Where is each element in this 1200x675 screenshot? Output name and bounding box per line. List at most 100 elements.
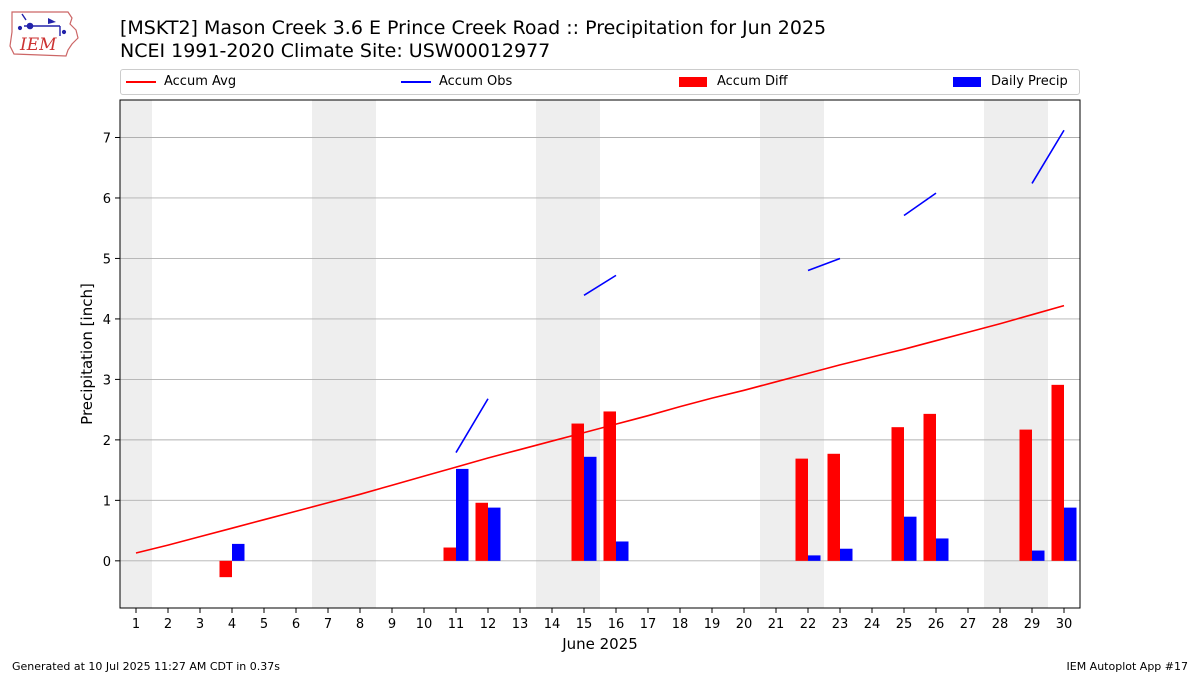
weekend-band	[312, 100, 376, 608]
x-tick-label: 9	[388, 617, 396, 632]
daily-precip-bar	[1032, 550, 1045, 561]
accum-obs-segment	[903, 192, 937, 217]
x-tick-label: 22	[800, 617, 817, 632]
x-tick-label: 28	[992, 617, 1009, 632]
accum-diff-bar	[827, 453, 840, 561]
x-tick-label: 20	[736, 617, 753, 632]
x-axis-label: June 2025	[561, 635, 638, 653]
logo-text: IEM	[19, 35, 57, 55]
accum-diff-bar	[1019, 429, 1032, 561]
legend-label-accum-diff: Accum Diff	[717, 74, 788, 89]
daily-precip-bar	[936, 538, 949, 561]
accum-diff-bar	[219, 560, 232, 578]
accum-avg-line	[135, 304, 1065, 554]
accum-diff-bar	[1051, 384, 1064, 561]
accum-diff-bar	[603, 411, 616, 561]
legend-item-accum-avg: Accum Avg	[126, 73, 236, 91]
x-tick-label: 8	[356, 617, 364, 632]
x-tick-label: 18	[672, 617, 689, 632]
accum-diff-bar	[891, 427, 904, 561]
x-tick-label: 1	[132, 617, 140, 632]
daily-precip-bar	[232, 543, 245, 561]
accum-obs-segment	[1031, 129, 1065, 184]
x-tick-label: 26	[928, 617, 945, 632]
x-tick-label: 30	[1056, 617, 1073, 632]
lines-layer	[135, 129, 1065, 554]
weather-station-icon	[17, 13, 67, 36]
daily-precip-bar	[616, 541, 629, 561]
daily-precip-bar	[488, 507, 501, 561]
daily-precip-bar	[840, 548, 853, 561]
x-tick-label: 6	[292, 617, 300, 632]
accum-obs-segment	[807, 257, 841, 272]
daily-precip-bar	[1064, 507, 1077, 561]
footer-generated: Generated at 10 Jul 2025 11:27 AM CDT in…	[12, 660, 280, 673]
chart-title: [MSKT2] Mason Creek 3.6 E Prince Creek R…	[120, 17, 826, 63]
daily-precip-bar	[808, 555, 821, 561]
accum-diff-bar	[795, 458, 808, 561]
legend-swatch-accum-diff	[679, 76, 707, 87]
x-tick-label: 19	[704, 617, 721, 632]
horizontal-gridlines	[120, 137, 1080, 562]
footer-app: IEM Autoplot App #17	[1066, 660, 1189, 673]
y-tick-label: 6	[103, 192, 111, 207]
x-tick-label: 4	[228, 617, 236, 632]
legend-item-accum-obs: Accum Obs	[401, 73, 512, 91]
iowa-outline-icon	[9, 11, 79, 57]
daily-precip-bar	[456, 468, 469, 561]
y-tick-label: 7	[103, 131, 111, 146]
x-tick-label: 10	[416, 617, 433, 632]
y-tick-label: 1	[103, 494, 111, 509]
x-tick-label: 23	[832, 617, 849, 632]
legend-item-daily-precip: Daily Precip	[953, 73, 1068, 91]
y-tick-label: 0	[103, 555, 111, 570]
x-tick-label: 24	[864, 617, 881, 632]
accum-diff-bar	[923, 413, 936, 561]
accum-diff-bar	[443, 547, 456, 561]
weekend-band	[120, 100, 152, 608]
x-tick-label: 3	[196, 617, 204, 632]
accum-obs-segment	[455, 398, 489, 453]
x-tick-label: 13	[512, 617, 529, 632]
y-tick-label: 3	[103, 373, 111, 388]
legend-item-accum-diff: Accum Diff	[679, 73, 788, 91]
legend-label-accum-avg: Accum Avg	[164, 74, 237, 89]
y-tick-label: 2	[103, 434, 111, 449]
x-tick-label: 29	[1024, 617, 1041, 632]
daily-precip-bar	[904, 516, 917, 561]
y-axis-label: Precipitation [inch]	[78, 283, 96, 425]
x-tick-label: 15	[576, 617, 593, 632]
title-line-1: [MSKT2] Mason Creek 3.6 E Prince Creek R…	[120, 17, 827, 39]
x-tick-label: 17	[640, 617, 657, 632]
legend-label-accum-obs: Accum Obs	[439, 74, 513, 89]
accum-diff-bar	[571, 423, 584, 561]
daily-precip-bar	[584, 456, 597, 561]
weekend-band	[760, 100, 824, 608]
x-tick-label: 25	[896, 617, 913, 632]
legend-swatch-accum-avg	[126, 80, 156, 83]
weekend-shading	[120, 100, 1048, 608]
legend-swatch-accum-obs	[401, 80, 431, 83]
accum-obs-segment	[583, 274, 617, 297]
x-tick-label: 12	[480, 617, 497, 632]
legend-label-daily-precip: Daily Precip	[991, 74, 1068, 89]
x-tick-label: 16	[608, 617, 625, 632]
chart-legend: Accum Avg Accum Obs Accum Diff Daily Pre…	[120, 69, 1080, 95]
y-tick-label: 5	[103, 252, 111, 267]
plot-frame	[119, 99, 1081, 609]
title-line-2: NCEI 1991-2020 Climate Site: USW00012977	[120, 40, 551, 62]
x-tick-label: 5	[260, 617, 268, 632]
accum-diff-bar	[475, 502, 488, 561]
x-tick-label: 2	[164, 617, 172, 632]
iem-logo: IEM	[9, 11, 79, 57]
x-tick-label: 11	[448, 617, 465, 632]
x-tick-label: 27	[960, 617, 977, 632]
bars-layer	[219, 384, 1077, 578]
legend-swatch-daily-precip	[953, 76, 981, 87]
weekend-band	[984, 100, 1048, 608]
y-tick-label: 4	[103, 313, 111, 328]
x-tick-label: 21	[768, 617, 785, 632]
x-tick-label: 7	[324, 617, 332, 632]
